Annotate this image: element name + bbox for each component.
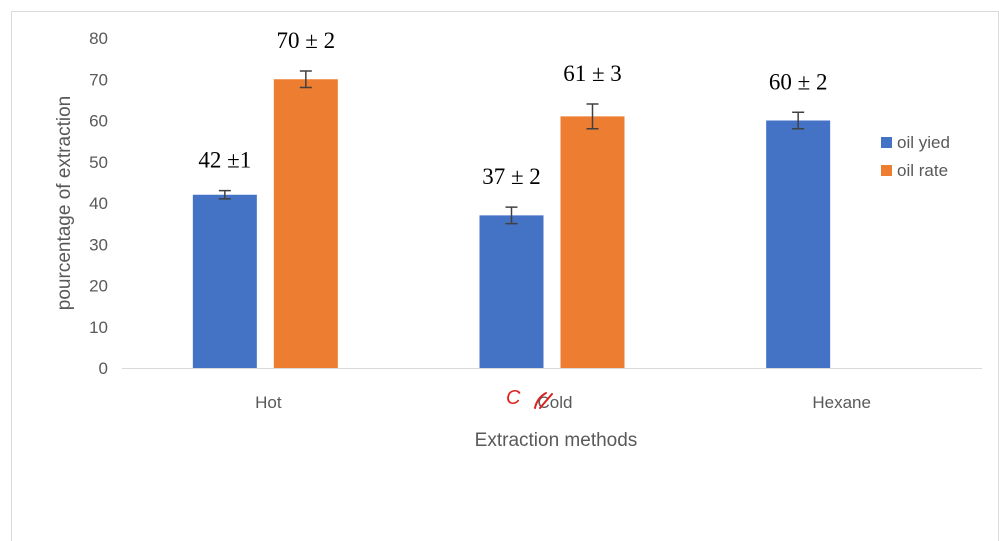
- x-axis-title: Extraction methods: [475, 430, 638, 451]
- y-tick-label: 30: [89, 235, 108, 254]
- y-tick-label: 0: [99, 359, 108, 378]
- bar: [479, 215, 544, 368]
- y-tick-label: 50: [89, 153, 108, 172]
- bar: [560, 116, 625, 368]
- y-tick-label: 20: [89, 277, 108, 296]
- data-label: 60 ± 2: [769, 69, 828, 94]
- bars: [192, 79, 831, 368]
- y-tick-label: 70: [89, 70, 108, 89]
- y-axis-title: pourcentage of extraction: [54, 96, 75, 310]
- y-tick-label: 80: [89, 29, 108, 48]
- data-label: 42 ±1: [198, 148, 251, 173]
- bar: [192, 194, 257, 368]
- x-tick-label: Hexane: [812, 393, 871, 412]
- y-tick-label: 10: [89, 318, 108, 337]
- bar: [766, 120, 831, 368]
- data-label: 61 ± 3: [563, 61, 622, 86]
- strike-mark: [534, 392, 553, 409]
- data-labels: 42 ±1 70 ± 2 37 ± 2 61 ± 3 60 ± 2: [198, 28, 827, 189]
- legend-swatch: [881, 137, 892, 148]
- legend-swatch: [881, 165, 892, 176]
- y-tick-label: 60: [89, 112, 108, 131]
- x-tick-label: Hot: [255, 393, 282, 412]
- legend-label: oil rate: [897, 161, 948, 180]
- y-axis-ticks: 0 10 20 30 40 50 60 70 80: [89, 29, 108, 378]
- handwritten-correction: C: [506, 387, 553, 409]
- legend: oil yied oil rate: [881, 133, 950, 180]
- data-label: 37 ± 2: [482, 164, 541, 189]
- x-axis-ticks: Hot Cold Hexane: [255, 393, 871, 412]
- legend-label: oil yied: [897, 133, 950, 152]
- annotation-text: C: [506, 387, 521, 409]
- bar: [273, 79, 338, 368]
- data-label: 70 ± 2: [277, 28, 336, 53]
- x-tick-label: Cold: [538, 393, 573, 412]
- y-tick-label: 40: [89, 194, 108, 213]
- error-bars: [218, 70, 805, 225]
